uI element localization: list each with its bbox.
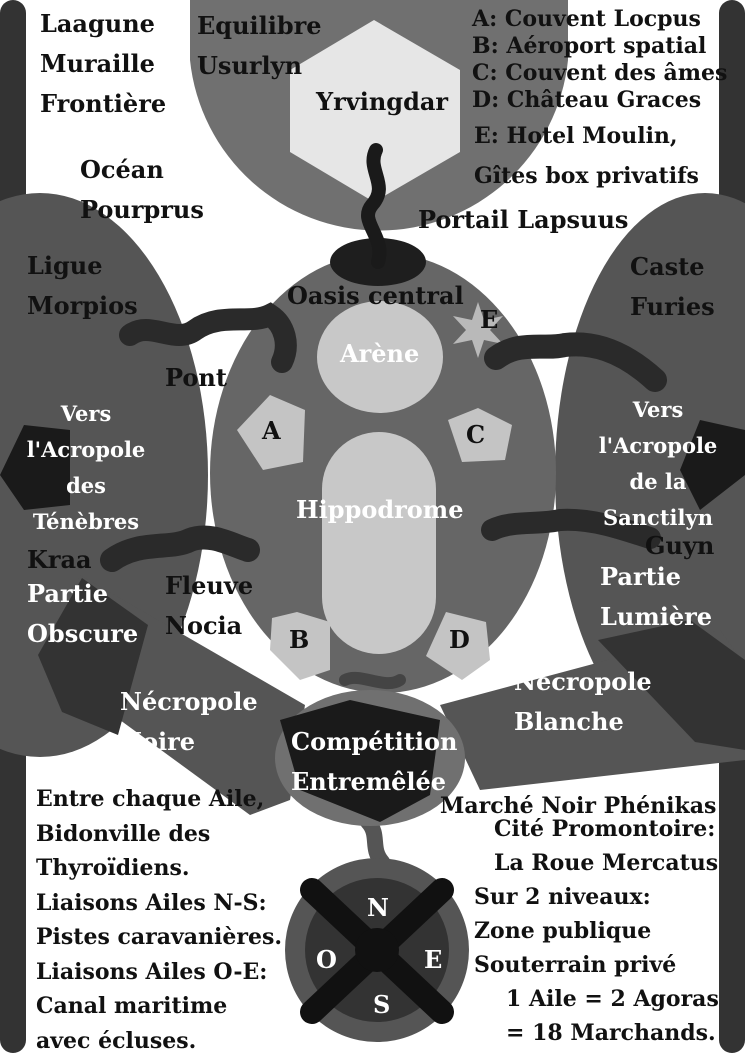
pont-label: Pont bbox=[165, 363, 227, 392]
southwest-river bbox=[100, 525, 260, 572]
marker-d-shape bbox=[426, 612, 490, 680]
legend-c: C: Couvent des âmes bbox=[472, 60, 728, 86]
marker-b-label: B bbox=[289, 625, 310, 654]
wheel-hub bbox=[355, 928, 399, 972]
yrvingdar-hexagon bbox=[290, 20, 460, 202]
arena-circle bbox=[317, 301, 443, 413]
marker-d-label: D bbox=[449, 625, 470, 654]
marker-e-label: E bbox=[480, 305, 499, 334]
east-wing bbox=[555, 193, 745, 757]
marker-c-label: C bbox=[466, 420, 486, 449]
northwest-river bbox=[119, 302, 297, 373]
east-acropole-arrow bbox=[680, 420, 745, 510]
laagune-label: Laagune Muraille Frontière bbox=[40, 9, 167, 118]
ligue-label: Ligue Morpios bbox=[27, 251, 138, 320]
marker-b-shape bbox=[270, 612, 330, 680]
caste-label: Caste Furies bbox=[630, 252, 715, 321]
legend-b: B: Aéroport spatial bbox=[472, 33, 707, 59]
southeast-river bbox=[481, 508, 661, 549]
marker-a-shape bbox=[237, 395, 305, 470]
fleuve-label: Fleuve Nocia bbox=[165, 571, 254, 640]
hippodrome-track bbox=[322, 432, 436, 654]
compass-n: N bbox=[367, 893, 389, 922]
equilibre-label: Equilibre Usurlyn bbox=[197, 11, 322, 80]
marker-e-star bbox=[453, 302, 503, 358]
marker-a-label: A bbox=[262, 416, 281, 445]
kraa-label: Kraa bbox=[27, 545, 92, 574]
northeast-river bbox=[484, 332, 667, 392]
yrvingdar-label: Yrvingdar bbox=[316, 87, 449, 116]
partie-lumiere-label: Partie Lumière bbox=[600, 562, 713, 631]
competition-diamond bbox=[280, 700, 440, 822]
necropole-blanche-label: Nécropole Blanche bbox=[514, 667, 652, 736]
obscure-shadow bbox=[38, 578, 148, 735]
south-trail-1 bbox=[339, 671, 406, 690]
marche-label: Marché Noir Phénikas bbox=[440, 793, 717, 819]
necropole-noire-label: Nécropole Noire bbox=[120, 687, 258, 756]
portail-label: Portail Lapsuus bbox=[418, 205, 629, 234]
legend: A: Couvent Locpus B: Aéroport spatial C:… bbox=[472, 6, 727, 114]
south-trail-2 bbox=[360, 814, 390, 870]
acropole-sanctilyn-label: Vers l'Acropole de la Sanctilyn bbox=[598, 397, 718, 530]
legend-e: E: Hotel Moulin, Gîtes box privatifs bbox=[474, 123, 699, 189]
compass-e: E bbox=[424, 945, 443, 974]
partie-obscure-label: Partie Obscure bbox=[27, 579, 139, 648]
marker-c-shape bbox=[448, 408, 512, 462]
notes-left: Entre chaque Aile, Bidonville des Thyroïdi… bbox=[36, 786, 283, 1053]
legend-a: A: Couvent Locpus bbox=[472, 6, 701, 32]
lumiere-shadow bbox=[598, 620, 745, 750]
cite-label: Cité Promontoire: La Roue Mercatus Sur 2… bbox=[474, 816, 719, 1046]
portail-path bbox=[361, 143, 387, 269]
competition-label: Compétition Entremêlée bbox=[291, 727, 458, 796]
legend-d: D: Château Graces bbox=[472, 87, 702, 113]
oasis-label: Oasis central bbox=[287, 281, 464, 310]
acropole-tenebres-label: Vers l'Acropole des Ténèbres bbox=[26, 401, 146, 534]
hippodrome-label: Hippodrome bbox=[296, 495, 464, 524]
compass-o: O bbox=[316, 945, 337, 974]
compass-s: S bbox=[373, 990, 391, 1019]
west-acropole-arrow bbox=[0, 425, 70, 510]
guyn-label: Guyn bbox=[645, 531, 715, 560]
ocean-label: Océan Pourprus bbox=[80, 155, 204, 224]
arene-label: Arène bbox=[340, 339, 420, 368]
